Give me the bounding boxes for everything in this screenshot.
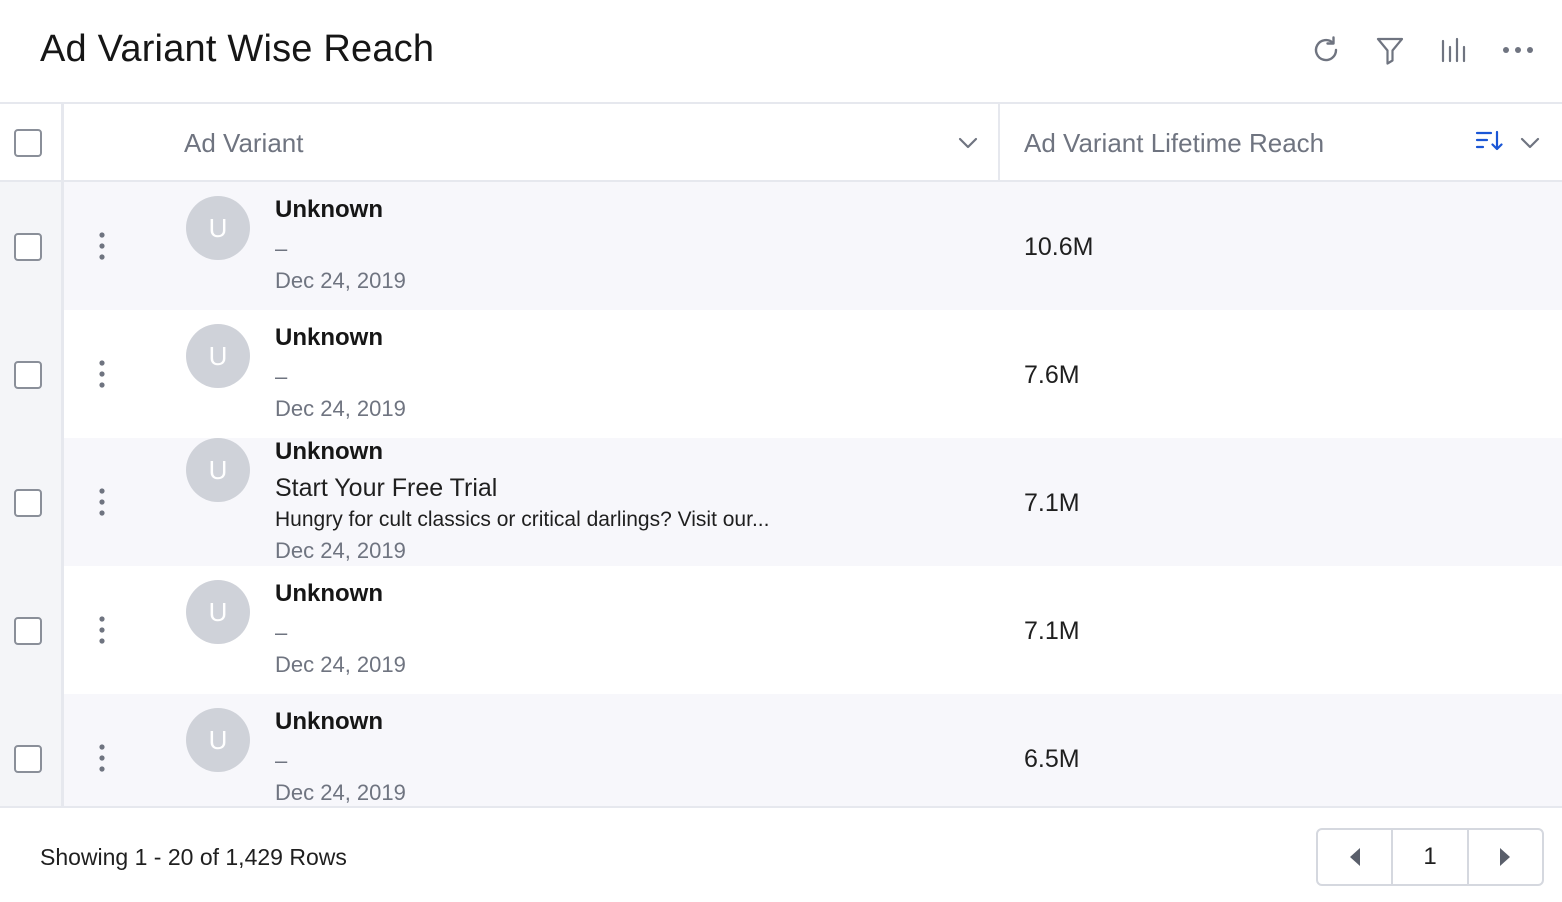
chevron-down-icon[interactable] <box>1518 131 1542 155</box>
next-page-button[interactable] <box>1469 830 1542 884</box>
variant-body-text: Hungry for cult classics or critical dar… <box>275 508 770 531</box>
row-content <box>64 694 1562 806</box>
chevron-down-icon[interactable] <box>956 131 980 155</box>
table-row[interactable]: U Unknown – Dec 24, 2019 7.6M <box>0 310 1562 438</box>
data-table: Ad Variant Ad Variant Lifetime Reach <box>0 104 1562 806</box>
more-vertical-icon[interactable] <box>92 614 112 646</box>
variant-date: Dec 24, 2019 <box>275 538 406 563</box>
avatar: U <box>186 438 250 502</box>
row-select-cell <box>0 694 64 806</box>
table-row[interactable]: U Unknown – Dec 24, 2019 7.1M <box>0 566 1562 694</box>
avatar: U <box>186 196 250 260</box>
variant-headline: Start Your Free Trial <box>275 474 498 502</box>
rows-count-label: Showing 1 - 20 of 1,429 Rows <box>40 844 347 870</box>
column-header-ad-variant[interactable]: Ad Variant <box>64 104 1000 182</box>
select-all-checkbox[interactable] <box>14 129 42 157</box>
variant-subtitle: – <box>275 364 288 389</box>
row-checkbox[interactable] <box>14 745 42 773</box>
variant-name: Unknown <box>275 580 383 607</box>
sort-descending-icon[interactable] <box>1475 129 1503 153</box>
row-select-cell <box>0 438 64 566</box>
widget-header: Ad Variant Wise Reach <box>0 0 1562 104</box>
more-vertical-icon[interactable] <box>92 742 112 774</box>
caret-left-icon <box>1349 848 1360 866</box>
row-select-cell <box>0 566 64 694</box>
column-label-ad-variant: Ad Variant <box>184 128 304 158</box>
variant-name: Unknown <box>275 324 383 351</box>
lifetime-reach-value: 7.1M <box>1024 489 1080 517</box>
table-footer: Showing 1 - 20 of 1,429 Rows 1 <box>0 806 1562 902</box>
variant-date: Dec 24, 2019 <box>275 652 406 677</box>
filter-icon <box>1376 37 1404 65</box>
caret-right-icon <box>1500 848 1511 866</box>
row-checkbox[interactable] <box>14 233 42 261</box>
filter-button[interactable] <box>1370 26 1410 74</box>
variant-subtitle: – <box>275 748 288 773</box>
avatar: U <box>186 324 250 388</box>
table-row[interactable]: U Unknown – Dec 24, 2019 6.5M <box>0 694 1562 806</box>
row-select-cell <box>0 182 64 310</box>
row-checkbox[interactable] <box>14 361 42 389</box>
table-row[interactable]: U Unknown Start Your Free Trial Hungry f… <box>0 438 1562 566</box>
row-checkbox[interactable] <box>14 617 42 645</box>
select-all-cell <box>0 104 64 182</box>
column-header-lifetime-reach[interactable]: Ad Variant Lifetime Reach <box>1000 104 1562 182</box>
variant-subtitle: – <box>275 620 288 645</box>
current-page[interactable]: 1 <box>1391 830 1469 884</box>
lifetime-reach-value: 7.6M <box>1024 361 1080 389</box>
more-vertical-icon[interactable] <box>92 358 112 390</box>
prev-page-button[interactable] <box>1318 830 1391 884</box>
more-vertical-icon[interactable] <box>92 486 112 518</box>
chart-view-button[interactable] <box>1434 26 1474 74</box>
column-label-lifetime-reach: Ad Variant Lifetime Reach <box>1024 128 1325 158</box>
lifetime-reach-value: 6.5M <box>1024 745 1080 773</box>
variant-name: Unknown <box>275 196 383 223</box>
variant-name: Unknown <box>275 438 383 465</box>
variant-name: Unknown <box>275 708 383 735</box>
page-title: Ad Variant Wise Reach <box>40 28 435 70</box>
lifetime-reach-value: 10.6M <box>1024 233 1094 261</box>
avatar: U <box>186 708 250 772</box>
row-content <box>64 438 1562 566</box>
variant-date: Dec 24, 2019 <box>275 268 406 293</box>
variant-subtitle: – <box>275 236 288 261</box>
variant-date: Dec 24, 2019 <box>275 396 406 421</box>
more-options-button[interactable] <box>1498 26 1538 74</box>
variant-date: Dec 24, 2019 <box>275 780 406 805</box>
toolbar <box>1306 26 1538 74</box>
pagination: 1 <box>1316 828 1544 886</box>
lifetime-reach-value: 7.1M <box>1024 617 1080 645</box>
table-row[interactable]: U Unknown – Dec 24, 2019 10.6M <box>0 182 1562 310</box>
more-horizontal-icon <box>1503 47 1533 53</box>
chart-columns-icon <box>1441 37 1466 63</box>
refresh-icon <box>1314 36 1338 62</box>
refresh-button[interactable] <box>1306 26 1346 74</box>
avatar: U <box>186 580 250 644</box>
row-checkbox[interactable] <box>14 489 42 517</box>
more-vertical-icon[interactable] <box>92 230 112 262</box>
row-select-cell <box>0 310 64 438</box>
table-header: Ad Variant Ad Variant Lifetime Reach <box>0 104 1562 182</box>
row-content <box>64 182 1562 310</box>
